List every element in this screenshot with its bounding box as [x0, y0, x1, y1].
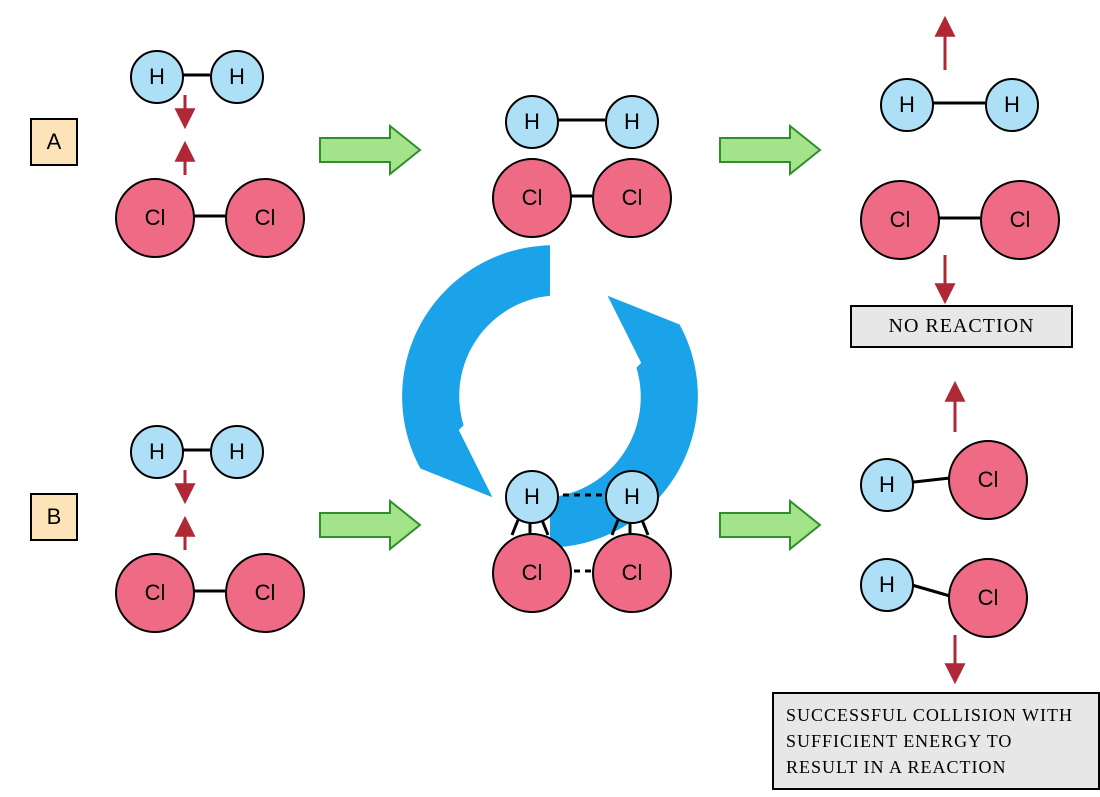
atom-label: H — [879, 472, 895, 498]
atom-h: H — [130, 50, 184, 104]
atom-cl: Cl — [492, 533, 572, 613]
atom-label: Cl — [1010, 207, 1031, 233]
atom-label: Cl — [622, 185, 643, 211]
atom-h: H — [605, 95, 659, 149]
success-text: SUCCESSFUL COLLISION WITH SUFFICIENT ENE… — [786, 705, 1073, 777]
atom-label: Cl — [978, 467, 999, 493]
label-b: B — [30, 493, 78, 541]
atom-label: Cl — [255, 580, 276, 606]
atom-label: Cl — [978, 585, 999, 611]
atom-h: H — [860, 558, 914, 612]
atom-cl: Cl — [492, 158, 572, 238]
atom-label: H — [229, 64, 245, 90]
atom-label: H — [899, 92, 915, 118]
atom-label: H — [149, 439, 165, 465]
atom-label: Cl — [622, 560, 643, 586]
atom-label: H — [624, 484, 640, 510]
atom-label: Cl — [890, 207, 911, 233]
atom-h: H — [210, 50, 264, 104]
atom-label: Cl — [255, 205, 276, 231]
atom-cl: Cl — [592, 158, 672, 238]
atom-h: H — [505, 470, 559, 524]
atom-cl: Cl — [115, 553, 195, 633]
atom-label: Cl — [145, 580, 166, 606]
atom-h: H — [880, 78, 934, 132]
atom-label: H — [1004, 92, 1020, 118]
atom-h: H — [605, 470, 659, 524]
no-reaction-box: NO REACTION — [850, 305, 1073, 348]
atom-label: Cl — [145, 205, 166, 231]
atom-h: H — [860, 458, 914, 512]
atom-label: H — [524, 109, 540, 135]
atom-label: H — [524, 484, 540, 510]
atom-cl: Cl — [115, 178, 195, 258]
atom-cl: Cl — [225, 553, 305, 633]
atom-h: H — [130, 425, 184, 479]
atom-h: H — [210, 425, 264, 479]
atom-cl: Cl — [948, 440, 1028, 520]
watermark-logo — [370, 216, 730, 581]
atom-cl: Cl — [225, 178, 305, 258]
atom-label: Cl — [522, 185, 543, 211]
label-b-text: B — [47, 504, 62, 530]
atom-cl: Cl — [948, 558, 1028, 638]
atom-h: H — [505, 95, 559, 149]
atom-label: Cl — [522, 560, 543, 586]
label-a: A — [30, 118, 78, 166]
atom-h: H — [985, 78, 1039, 132]
atom-label: H — [879, 572, 895, 598]
atom-label: H — [229, 439, 245, 465]
atom-cl: Cl — [592, 533, 672, 613]
no-reaction-text: NO REACTION — [889, 315, 1035, 337]
atom-label: H — [149, 64, 165, 90]
atom-cl: Cl — [860, 180, 940, 260]
success-box: SUCCESSFUL COLLISION WITH SUFFICIENT ENE… — [772, 692, 1100, 790]
atom-label: H — [624, 109, 640, 135]
label-a-text: A — [47, 129, 62, 155]
atom-cl: Cl — [980, 180, 1060, 260]
